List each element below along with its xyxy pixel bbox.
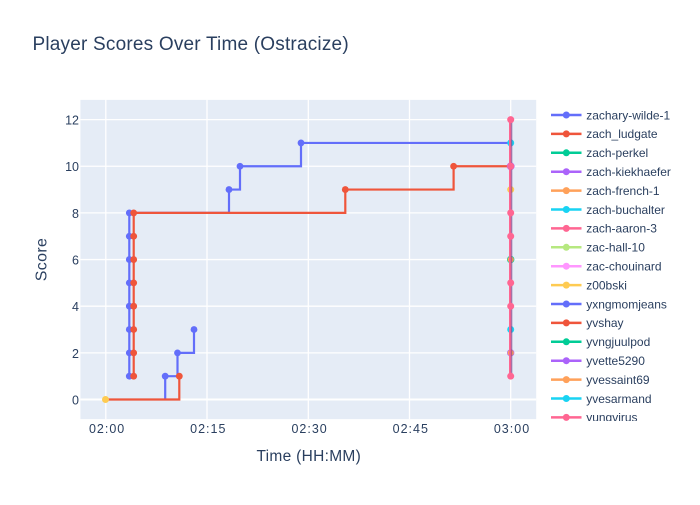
- svg-text:Score: Score: [33, 238, 50, 282]
- svg-text:z00bski: z00bski: [586, 278, 627, 292]
- svg-text:yvette5290: yvette5290: [586, 354, 645, 368]
- svg-text:yvngjuulpod: yvngjuulpod: [586, 335, 650, 349]
- svg-text:0: 0: [72, 393, 79, 407]
- svg-text:2: 2: [72, 347, 79, 361]
- svg-text:zachary-wilde-1: zachary-wilde-1: [586, 108, 670, 122]
- svg-text:yvessaint69: yvessaint69: [586, 373, 650, 387]
- svg-text:zac-chouinard: zac-chouinard: [586, 260, 661, 274]
- svg-text:Player Scores Over Time (Ostra: Player Scores Over Time (Ostracize): [33, 34, 349, 55]
- svg-text:yxngmomjeans: yxngmomjeans: [586, 297, 667, 311]
- svg-text:zach-aaron-3: zach-aaron-3: [586, 222, 657, 236]
- svg-text:zach-french-1: zach-french-1: [586, 184, 660, 198]
- svg-text:zach_ludgate: zach_ludgate: [586, 127, 658, 141]
- svg-text:yvshay: yvshay: [586, 316, 623, 330]
- svg-text:02:15: 02:15: [190, 422, 226, 436]
- svg-text:10: 10: [65, 160, 79, 174]
- svg-text:4: 4: [72, 300, 79, 314]
- svg-text:12: 12: [65, 114, 79, 128]
- svg-text:zach-perkel: zach-perkel: [586, 146, 648, 160]
- svg-text:zac-hall-10: zac-hall-10: [586, 241, 645, 255]
- svg-text:yvesarmand: yvesarmand: [586, 392, 651, 406]
- svg-text:8: 8: [72, 207, 79, 221]
- svg-text:03:00: 03:00: [494, 422, 530, 436]
- svg-text:Time (HH:MM): Time (HH:MM): [256, 448, 361, 465]
- svg-text:02:00: 02:00: [89, 422, 125, 436]
- svg-text:yungvirus: yungvirus: [586, 411, 637, 425]
- svg-text:02:30: 02:30: [291, 422, 327, 436]
- svg-text:6: 6: [72, 254, 79, 268]
- svg-text:zach-kiekhaefer: zach-kiekhaefer: [586, 165, 671, 179]
- svg-text:zach-buchalter: zach-buchalter: [586, 203, 665, 217]
- svg-text:02:45: 02:45: [393, 422, 429, 436]
